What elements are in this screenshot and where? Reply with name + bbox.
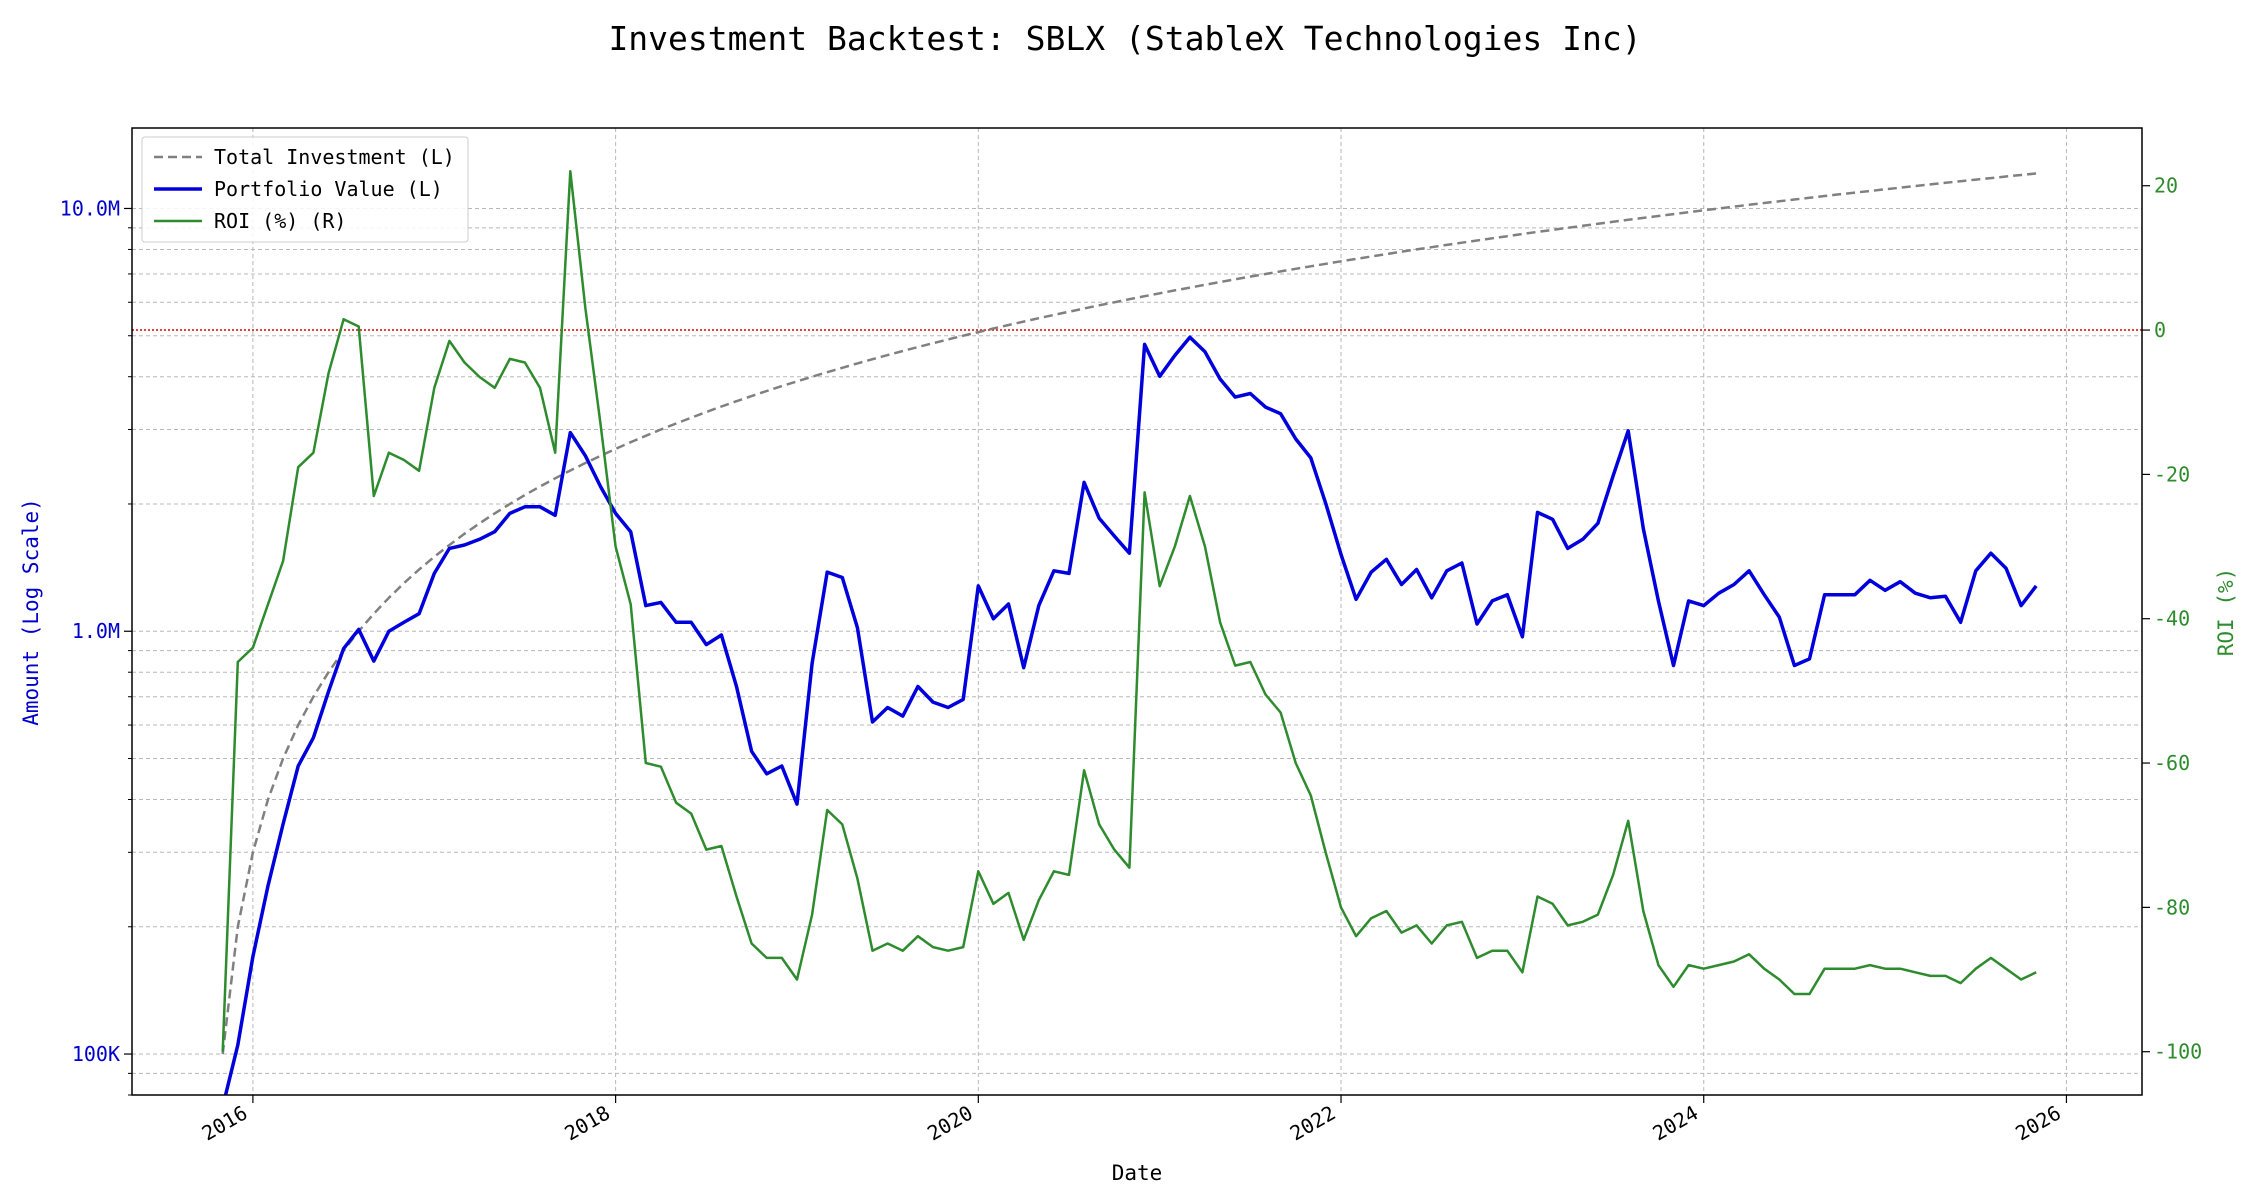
legend: Total Investment (L) Portfolio Value (L) R…: [142, 137, 468, 242]
right-tick-label: -80: [2154, 895, 2190, 919]
right-axis-label: ROI (%): [2214, 568, 2238, 657]
x-axis: 2016 2018 2020 2022 2024 2026: [198, 1095, 2067, 1145]
legend-label: ROI (%) (R): [214, 209, 346, 233]
x-tick-label: 2022: [1286, 1101, 1340, 1146]
chart-title: Investment Backtest: SBLX (StableX Techn…: [608, 19, 1641, 58]
right-tick-label: -20: [2154, 462, 2190, 486]
left-tick-label: 1.0M: [72, 619, 120, 643]
total-investment-line: [223, 174, 2037, 1055]
right-tick-label: -40: [2154, 607, 2190, 631]
right-tick-label: -100: [2154, 1040, 2202, 1064]
right-tick-label: 20: [2154, 174, 2178, 198]
legend-label: Portfolio Value (L): [214, 177, 443, 201]
portfolio-value-line: [223, 337, 2037, 1107]
x-axis-label: Date: [1112, 1161, 1163, 1185]
series-group: [223, 171, 2037, 1107]
left-axis-label: Amount (Log Scale): [19, 498, 43, 726]
x-tick-label: 2020: [923, 1101, 977, 1146]
right-tick-label: -60: [2154, 751, 2190, 775]
x-tick-label: 2024: [1649, 1101, 1703, 1146]
x-tick-label: 2026: [2011, 1101, 2065, 1146]
grid: [132, 128, 2142, 1095]
x-tick-label: 2016: [198, 1101, 252, 1146]
x-tick-label: 2018: [560, 1101, 614, 1146]
legend-label: Total Investment (L): [214, 145, 455, 169]
left-tick-label: 100K: [72, 1042, 120, 1066]
right-tick-label: 0: [2154, 318, 2166, 342]
left-tick-label: 10.0M: [60, 196, 120, 220]
roi-line: [223, 171, 2037, 1051]
left-axis: 100K 1.0M 10.0M: [60, 196, 132, 1095]
right-axis: 20 0 -20 -40 -60 -80 -100: [2142, 174, 2202, 1064]
plot-area-frame: [132, 128, 2142, 1095]
